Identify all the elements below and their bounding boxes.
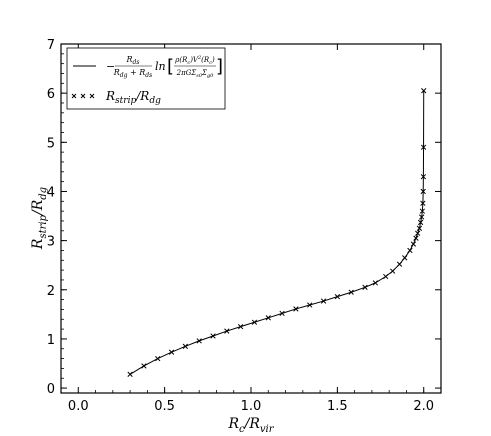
data-point: [155, 355, 161, 362]
data-point: [420, 188, 426, 195]
data-point: [396, 261, 403, 267]
data-point: [307, 302, 313, 308]
data-point: [421, 88, 427, 94]
data-point: [420, 144, 427, 150]
data-point: [320, 298, 327, 304]
data-point: [224, 328, 230, 334]
x-tick-label: 1.5: [327, 399, 348, 414]
x-tick-label: 2.0: [413, 399, 434, 414]
svg-text:[: [: [167, 56, 174, 77]
data-point: [265, 315, 271, 321]
x-axis-label: Rc/Rvir: [227, 416, 274, 435]
data-point: [237, 323, 244, 330]
data-point: [182, 343, 189, 349]
data-point: [141, 363, 147, 369]
x-tick-label: 0.0: [68, 399, 89, 414]
data-point: [419, 214, 425, 220]
y-tick-label: 4: [47, 185, 55, 200]
data-point: [127, 371, 133, 377]
data-point: [415, 230, 421, 236]
data-point: [417, 219, 424, 226]
data-point: [419, 208, 425, 214]
legend: − Rds Rdg + Rds ln [ ρ(Rc)V2(Rc) 2πGΣs0Σ…: [66, 47, 226, 110]
legend-line-label: − Rds Rdg + Rds ln [ ρ(Rc)V2(Rc) 2πGΣs0Σ…: [106, 55, 223, 79]
data-point: [410, 241, 417, 247]
svg-text:−: −: [106, 60, 115, 73]
axis-ticks: 0.0 0.5 1.0 1.5 2.0 0 1 2 3 4 5 6 7: [47, 38, 441, 414]
series-layer: [127, 88, 427, 377]
data-point: [402, 255, 408, 261]
svg-text:]: ]: [216, 56, 223, 77]
data-point: [420, 174, 427, 180]
series-line: [129, 90, 425, 375]
y-tick-label: 1: [47, 333, 55, 348]
data-point: [362, 284, 368, 290]
data-point: [416, 225, 423, 231]
data-point: [279, 310, 285, 317]
legend-marker-sample: [71, 93, 95, 99]
svg-text:Rdg + Rds: Rdg + Rds: [113, 68, 152, 79]
y-tick-label: 5: [47, 136, 55, 151]
data-point: [383, 273, 389, 280]
data-point: [348, 289, 354, 295]
legend-box: [66, 47, 226, 110]
data-point: [407, 247, 413, 254]
data-point: [196, 338, 202, 344]
data-point: [389, 268, 396, 274]
svg-text:2πGΣs0Σg0: 2πGΣs0Σg0: [176, 69, 215, 79]
y-tick-label: 3: [47, 235, 55, 250]
data-point: [420, 200, 426, 206]
y-tick-label: 6: [47, 87, 55, 102]
x-tick-label: 1.0: [241, 399, 262, 414]
y-tick-label: 0: [47, 382, 55, 397]
data-point: [413, 235, 419, 241]
svg-text:ρ(Rc)V2(Rc): ρ(Rc)V2(Rc): [174, 55, 215, 66]
x-tick-label: 0.5: [154, 399, 175, 414]
data-point: [372, 280, 379, 286]
svg-text:Rds: Rds: [126, 55, 140, 66]
data-point: [168, 349, 175, 355]
data-point: [210, 333, 216, 339]
data-point: [334, 294, 341, 300]
data-point: [251, 319, 258, 325]
y-tick-label: 2: [47, 284, 55, 299]
y-tick-label: 7: [47, 38, 55, 53]
data-point: [293, 306, 299, 312]
svg-text:ln: ln: [155, 60, 166, 73]
